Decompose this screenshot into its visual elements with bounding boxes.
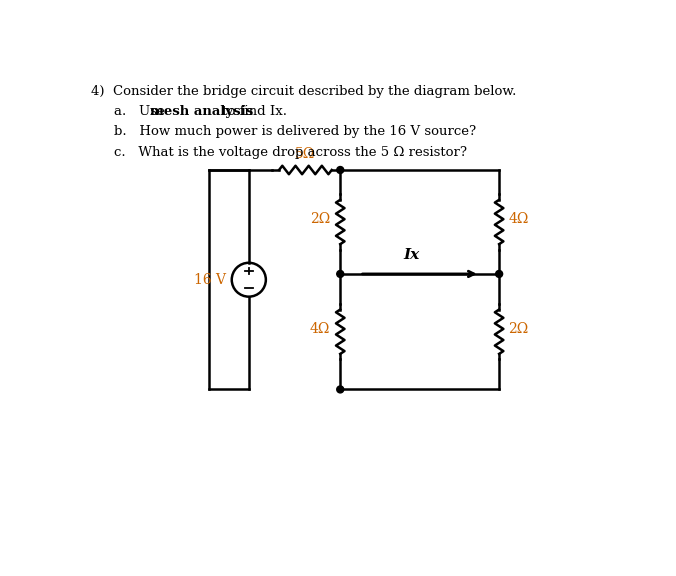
Text: 5Ω: 5Ω: [295, 147, 316, 161]
Circle shape: [337, 271, 343, 278]
Text: c.   What is the voltage drop across the 5 Ω resistor?: c. What is the voltage drop across the 5…: [114, 146, 467, 159]
Text: mesh analysis: mesh analysis: [149, 105, 253, 118]
Text: b.   How much power is delivered by the 16 V source?: b. How much power is delivered by the 16…: [114, 126, 476, 138]
Text: 4)  Consider the bridge circuit described by the diagram below.: 4) Consider the bridge circuit described…: [91, 85, 516, 97]
Text: Ix: Ix: [404, 248, 420, 262]
Circle shape: [337, 166, 343, 173]
Text: 2Ω: 2Ω: [508, 321, 529, 336]
Text: 16 V: 16 V: [193, 272, 226, 287]
Text: 2Ω: 2Ω: [310, 212, 330, 226]
Text: to find Ix.: to find Ix.: [218, 105, 287, 118]
Text: 4Ω: 4Ω: [508, 212, 529, 226]
Text: 4Ω: 4Ω: [310, 321, 330, 336]
Circle shape: [496, 271, 503, 278]
Circle shape: [337, 386, 343, 393]
Text: a.   Use: a. Use: [114, 105, 169, 118]
